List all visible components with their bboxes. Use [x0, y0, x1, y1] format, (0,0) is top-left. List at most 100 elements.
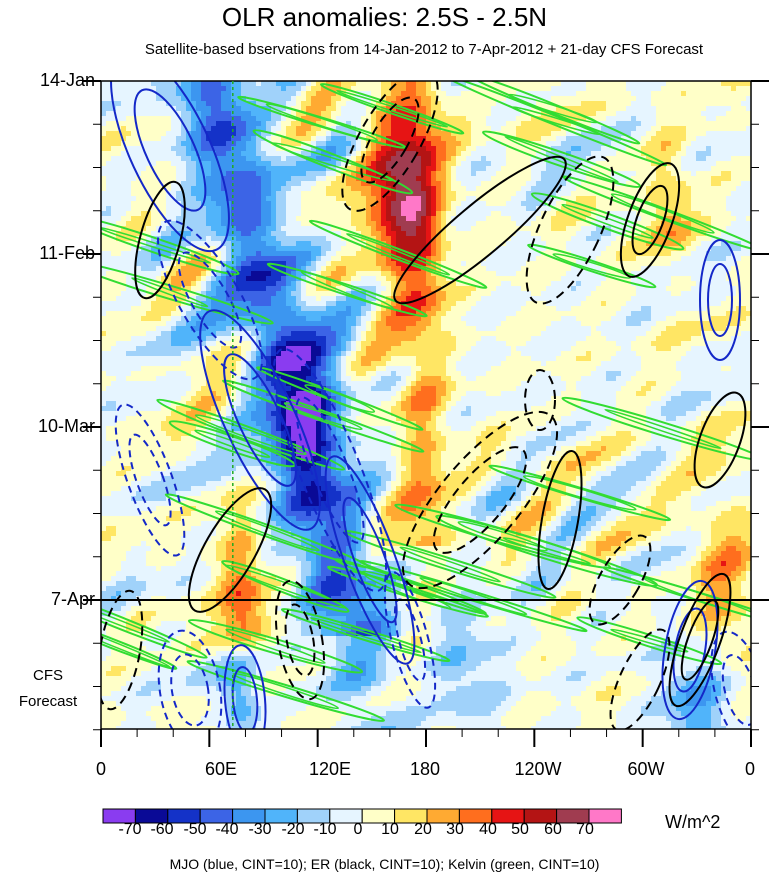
olr-cell	[506, 241, 512, 247]
olr-cell	[636, 101, 642, 107]
olr-cell	[621, 91, 627, 97]
olr-cell	[386, 146, 392, 152]
olr-cell	[556, 176, 562, 182]
olr-cell	[416, 211, 422, 217]
olr-cell	[256, 81, 262, 87]
olr-cell	[316, 216, 322, 222]
olr-cell	[581, 101, 587, 107]
olr-cell	[516, 241, 522, 247]
olr-cell	[721, 186, 727, 192]
olr-cell	[326, 151, 332, 157]
olr-cell	[646, 166, 652, 172]
olr-cell	[706, 156, 712, 162]
olr-cell	[531, 231, 537, 237]
olr-cell	[676, 231, 682, 237]
olr-cell	[226, 86, 232, 92]
olr-cell	[741, 181, 747, 187]
olr-cell	[241, 211, 247, 217]
olr-cell	[696, 136, 702, 142]
olr-cell	[616, 121, 622, 127]
olr-cell	[396, 216, 402, 222]
olr-cell	[181, 161, 187, 167]
olr-cell	[336, 106, 342, 112]
olr-cell	[346, 186, 352, 192]
olr-cell	[426, 96, 432, 102]
olr-cell	[126, 86, 132, 92]
olr-cell	[456, 161, 462, 167]
olr-cell	[531, 206, 537, 212]
olr-cell	[561, 261, 567, 267]
olr-cell	[316, 251, 322, 257]
olr-cell	[141, 126, 147, 132]
olr-cell	[586, 151, 592, 157]
olr-cell	[106, 171, 112, 177]
olr-cell	[276, 181, 282, 187]
olr-cell	[411, 81, 417, 87]
olr-cell	[471, 171, 477, 177]
olr-cell	[231, 176, 237, 182]
olr-cell	[326, 271, 332, 277]
olr-cell	[671, 116, 677, 122]
olr-cell	[391, 226, 397, 232]
olr-cell	[516, 81, 522, 87]
olr-cell	[106, 206, 112, 212]
olr-cell	[271, 166, 277, 172]
olr-cell	[131, 96, 137, 102]
olr-cell	[121, 251, 127, 257]
olr-cell	[591, 266, 597, 272]
olr-cell	[736, 201, 742, 207]
olr-cell	[666, 106, 672, 112]
olr-cell	[436, 186, 442, 192]
olr-cell	[106, 156, 112, 162]
olr-cell	[381, 126, 387, 132]
olr-cell	[286, 166, 292, 172]
olr-cell	[681, 86, 687, 92]
olr-cell	[626, 106, 632, 112]
olr-cell	[471, 141, 477, 147]
olr-cell	[676, 116, 682, 122]
olr-cell	[541, 121, 547, 127]
olr-cell	[551, 91, 557, 97]
olr-cell	[436, 96, 442, 102]
olr-cell	[731, 161, 737, 167]
olr-cell	[236, 121, 242, 127]
olr-cell	[171, 211, 177, 217]
olr-cell	[221, 111, 227, 117]
olr-cell	[471, 161, 477, 167]
olr-cell	[431, 266, 437, 272]
olr-cell	[726, 146, 732, 152]
olr-cell	[471, 211, 477, 217]
olr-cell	[251, 181, 257, 187]
olr-cell	[501, 191, 507, 197]
olr-cell	[426, 246, 432, 252]
olr-cell	[636, 231, 642, 237]
olr-cell	[276, 116, 282, 122]
olr-cell	[651, 91, 657, 97]
olr-cell	[211, 81, 217, 87]
olr-cell	[366, 176, 372, 182]
olr-cell	[236, 166, 242, 172]
olr-cell	[726, 251, 732, 257]
olr-cell	[451, 161, 457, 167]
olr-cell	[326, 236, 332, 242]
olr-cell	[531, 156, 537, 162]
olr-cell	[496, 261, 502, 267]
olr-cell	[716, 221, 722, 227]
olr-cell	[411, 161, 417, 167]
olr-cell	[286, 146, 292, 152]
olr-cell	[546, 86, 552, 92]
olr-cell	[461, 126, 467, 132]
olr-cell	[666, 141, 672, 147]
olr-cell	[721, 236, 727, 242]
olr-cell	[431, 191, 437, 197]
olr-cell	[256, 186, 262, 192]
olr-cell	[226, 101, 232, 107]
olr-cell	[171, 191, 177, 197]
olr-cell	[281, 246, 287, 252]
olr-cell	[446, 181, 452, 187]
olr-cell	[221, 226, 227, 232]
olr-cell	[131, 221, 137, 227]
olr-cell	[731, 196, 737, 202]
olr-cell	[256, 206, 262, 212]
olr-cell	[416, 151, 422, 157]
